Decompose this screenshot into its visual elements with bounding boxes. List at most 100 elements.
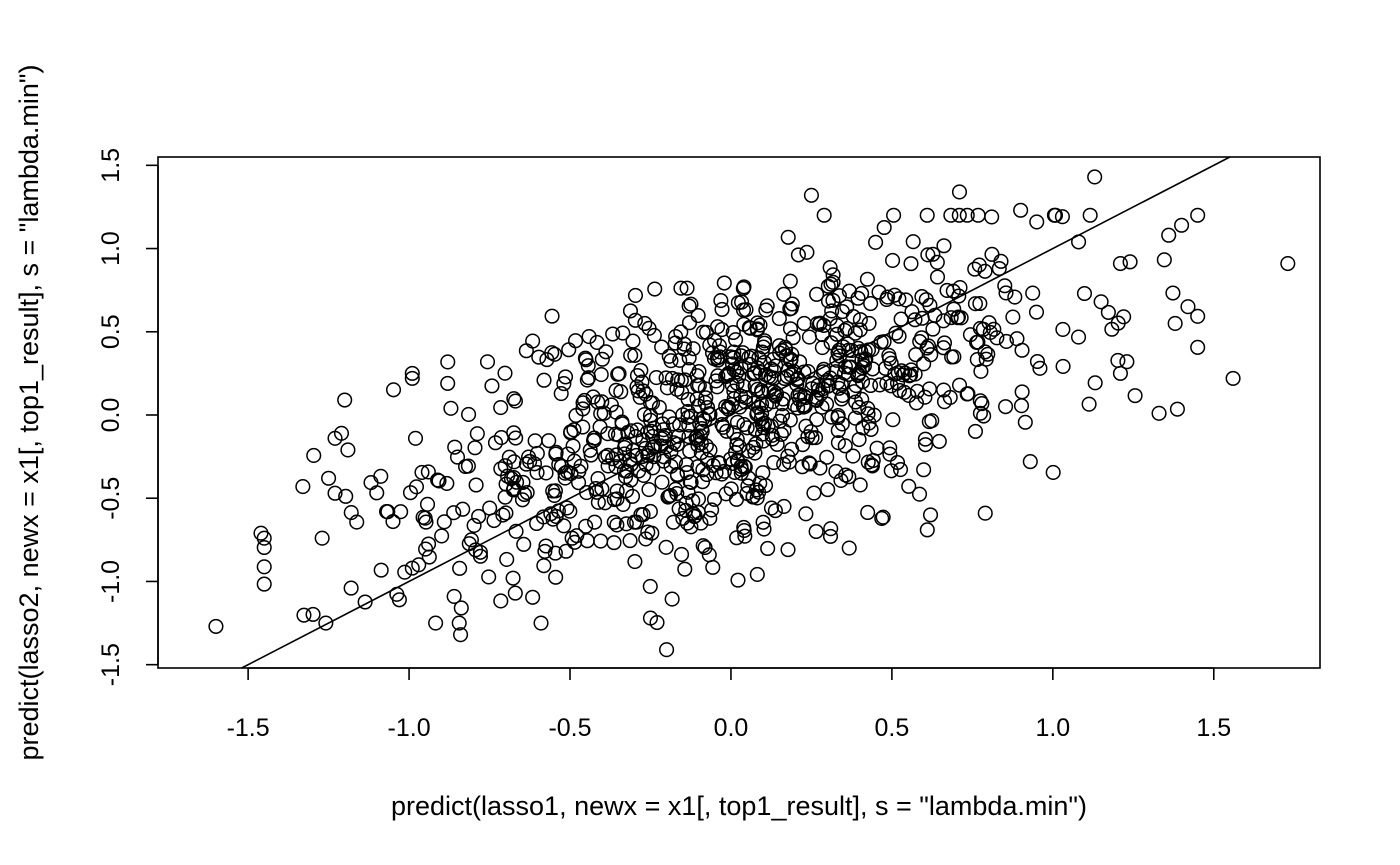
scatter-point (737, 459, 753, 475)
scatter-point (820, 482, 836, 498)
scatter-point (837, 359, 853, 375)
scatter-point (635, 432, 651, 448)
scatter-point (420, 464, 436, 480)
scatter-point (839, 299, 855, 315)
scatter-point (701, 406, 717, 422)
scatter-point (295, 479, 311, 495)
scatter-point (857, 352, 873, 368)
scatter-point (776, 423, 792, 439)
scatter-point (1161, 227, 1177, 243)
scatter-point (825, 274, 841, 290)
scatter-point (431, 473, 447, 489)
scatter-point (709, 379, 725, 395)
scatter-point (864, 457, 880, 473)
scatter-point (754, 396, 770, 412)
scatter-point (443, 400, 459, 416)
scatter-point (566, 422, 582, 438)
scatter-point (525, 589, 541, 605)
scatter-point (769, 436, 785, 452)
scatter-point (551, 456, 567, 472)
scatter-point (1054, 209, 1070, 225)
scatter-point (750, 381, 766, 397)
scatter-point (1070, 329, 1087, 345)
scatter-point (415, 509, 431, 525)
scatter-point (256, 530, 272, 546)
scatter-point (901, 387, 917, 404)
scatter-point (798, 418, 814, 434)
scatter-point (564, 530, 580, 546)
scatter-point (615, 496, 631, 512)
scatter-point (527, 433, 543, 449)
scatter-point (868, 234, 884, 250)
scatter-point (971, 257, 987, 273)
scatter-point (914, 289, 930, 305)
scatter-point (1022, 454, 1038, 470)
scatter-point (729, 530, 745, 546)
scatter-point (951, 207, 967, 223)
scatter-point (976, 408, 992, 424)
scatter-point (673, 324, 689, 340)
scatter-point (648, 369, 664, 386)
scatter-point (991, 260, 1007, 277)
scatter-point (922, 507, 939, 523)
scatter-point (647, 438, 663, 455)
scatter-point (757, 333, 773, 349)
scatter-point (887, 287, 903, 303)
scatter-point (544, 345, 560, 361)
scatter-point (738, 389, 754, 406)
scatter-point (816, 207, 832, 223)
scatter-point (731, 439, 747, 455)
scatter-point (876, 219, 892, 236)
scatter-point (860, 504, 876, 521)
scatter-point (1005, 309, 1021, 325)
scatter-point (880, 289, 896, 305)
scatter-point (919, 340, 935, 356)
scatter-point (1151, 405, 1167, 421)
scatter-point (594, 394, 610, 410)
scatter-point (1009, 331, 1025, 347)
scatter-point (1093, 294, 1109, 310)
scatter-point (796, 399, 812, 415)
scatter-point (637, 315, 653, 332)
scatter-point (882, 440, 898, 456)
scatter-point (767, 503, 783, 519)
scatter-point (571, 475, 587, 491)
scatter-point (397, 564, 413, 580)
scatter-point (567, 534, 583, 550)
scatter-point (582, 442, 598, 458)
scatter-point (997, 278, 1013, 294)
scatter-point (695, 462, 711, 478)
scatter-point (627, 312, 643, 328)
scatter-point (875, 509, 891, 525)
scatter-point (466, 517, 482, 534)
scatter-point (833, 376, 849, 392)
scatter-point (529, 465, 545, 481)
y-axis-label: predict(lasso2, newx = x1[, top1_result]… (14, 65, 44, 761)
scatter-point (885, 252, 901, 269)
scatter-point (581, 329, 597, 345)
scatter-point (497, 458, 513, 474)
scatter-point (683, 408, 699, 424)
scatter-point (830, 374, 846, 390)
scatter-point (658, 539, 674, 555)
scatter-point (833, 472, 849, 488)
scatter-point (1225, 370, 1241, 386)
scatter-point (653, 438, 669, 454)
scatter-point (587, 514, 603, 530)
scatter-point (951, 288, 967, 304)
y-axis: -1.5 -1.0 -0.5 0.0 0.5 1.0 1.5 (97, 148, 159, 686)
scatter-point (736, 279, 752, 295)
scatter-point (785, 363, 802, 379)
scatter-point (919, 207, 935, 223)
scatter-point (622, 533, 638, 549)
scatter-point (780, 229, 796, 245)
y-tick-label: -0.5 (97, 477, 125, 520)
scatter-point (343, 580, 359, 596)
scatter-point (1082, 207, 1098, 223)
scatter-point (863, 421, 879, 437)
x-tick-label: -0.5 (548, 714, 591, 742)
scatter-point (998, 285, 1014, 301)
scatter-point (1280, 255, 1296, 272)
scatter-point (681, 298, 697, 314)
scatter-point (518, 456, 534, 472)
